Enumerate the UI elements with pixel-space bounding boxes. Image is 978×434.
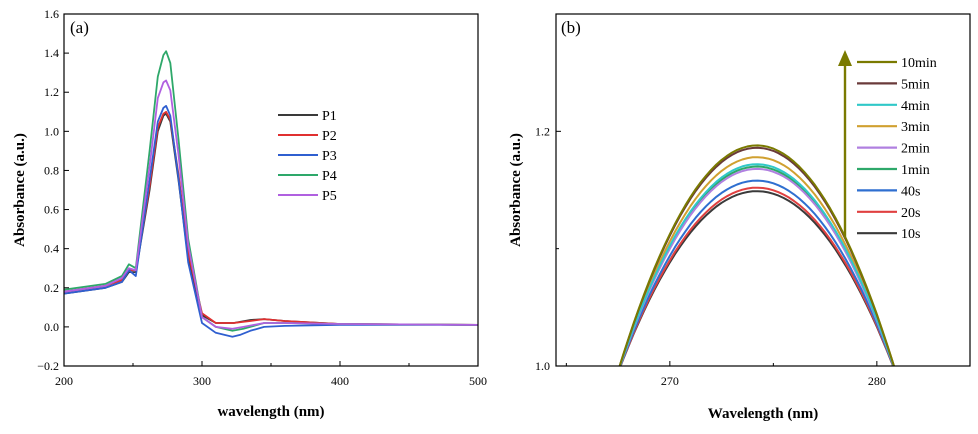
x-tick-label: 280	[868, 374, 886, 388]
series-line-10s	[619, 190, 895, 366]
series-line-p5	[63, 79, 479, 330]
y-tick-label: 1.6	[44, 7, 59, 21]
series-line-4min	[618, 163, 895, 366]
series-line-p2	[63, 110, 479, 326]
chart-panel-a: 200 300 400 500 −0.2 0.0 0.2 0.4 0.6 0.8 1.0 1.2 1.…	[12, 7, 487, 420]
y-tick-label: 0.2	[44, 281, 59, 295]
panel-label-b: (b)	[561, 18, 581, 37]
y-tick-label: 1.2	[535, 124, 550, 138]
legend-label-1min: 1min	[901, 163, 930, 178]
y-axis-label-b: Absorbance (a.u.)	[508, 133, 524, 247]
legend-label-3min: 3min	[901, 120, 930, 135]
x-axis-label-a: wavelength (nm)	[217, 404, 324, 420]
x-tick-label: 270	[661, 374, 679, 388]
y-tick-label: 0.6	[44, 203, 59, 217]
legend-arrow-head	[838, 50, 852, 66]
series-line-10min	[618, 144, 895, 366]
plot-frame-b	[555, 13, 971, 367]
series-line-p4	[63, 50, 479, 332]
series-lines-b	[618, 144, 895, 366]
y-axis-ticks-b: 1.0 1.2	[535, 124, 561, 373]
x-tick-label: 200	[55, 374, 73, 388]
panel-label-a: (a)	[70, 18, 89, 37]
series-line-20s	[619, 186, 895, 366]
x-tick-label: 300	[193, 374, 211, 388]
x-axis-ticks-b: 270 280	[565, 361, 886, 388]
chart-panel-b: 270 280 1.0 1.2 (b) Wavelength (nm) Absorb…	[508, 13, 971, 422]
x-axis-ticks-a: 200 300 400 500	[55, 361, 487, 388]
legend-a: P1 P2 P3 P4 P5	[278, 109, 337, 204]
legend-label-20s: 20s	[901, 206, 920, 221]
legend-label-2min: 2min	[901, 142, 930, 157]
legend-label-10min: 10min	[901, 56, 937, 71]
x-tick-label: 400	[331, 374, 349, 388]
series-lines-a	[63, 50, 479, 338]
series-line-p1	[63, 112, 479, 326]
legend-label-4min: 4min	[901, 99, 930, 114]
legend-label-p1: P1	[322, 109, 337, 124]
series-line-p3	[63, 105, 478, 338]
legend-b: 10min 5min 4min 3min 2min 1min 40s 20s 10s	[838, 50, 937, 242]
y-tick-label: 1.0	[44, 124, 59, 138]
y-tick-label: 0.4	[44, 242, 59, 256]
legend-label-10s: 10s	[901, 227, 920, 242]
series-line-3min	[618, 156, 895, 366]
y-axis-label-a: Absorbance (a.u.)	[12, 133, 28, 247]
y-tick-label: 0.0	[44, 320, 59, 334]
y-tick-label: 1.0	[535, 359, 550, 373]
legend-label-p3: P3	[322, 149, 337, 164]
legend-label-5min: 5min	[901, 77, 930, 92]
y-axis-ticks-a: −0.2 0.0 0.2 0.4 0.6 0.8 1.0 1.2 1.4 1.6	[37, 7, 69, 373]
legend-label-40s: 40s	[901, 184, 920, 199]
series-line-40s	[619, 179, 895, 366]
x-tick-label: 500	[469, 374, 487, 388]
legend-label-p5: P5	[322, 189, 337, 204]
y-tick-label: 1.2	[44, 85, 59, 99]
legend-label-p2: P2	[322, 129, 337, 144]
y-tick-label: 0.8	[44, 163, 59, 177]
legend-label-p4: P4	[322, 169, 337, 184]
y-tick-label: 1.4	[44, 46, 59, 60]
x-axis-label-b: Wavelength (nm)	[708, 406, 818, 422]
plot-frame-a	[63, 13, 479, 367]
y-tick-label: −0.2	[37, 359, 59, 373]
